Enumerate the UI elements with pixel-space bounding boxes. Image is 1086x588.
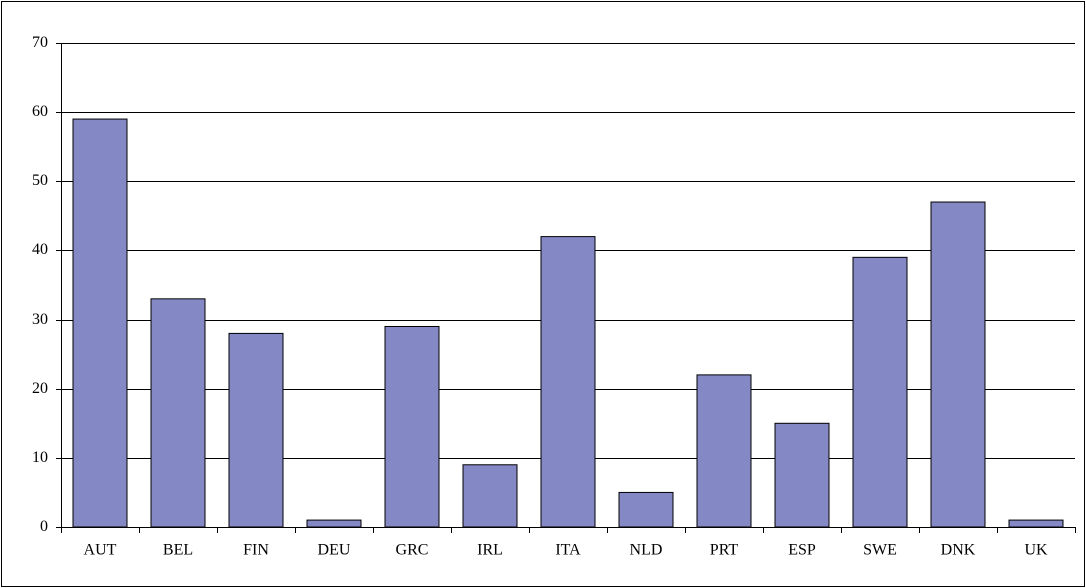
y-tick-label: 40 [32, 241, 48, 258]
x-tick-label: ITA [555, 542, 581, 559]
bar [618, 491, 674, 528]
bar [384, 325, 440, 528]
x-tick-label: FIN [243, 542, 269, 559]
x-tick-label: SWE [863, 542, 897, 559]
x-tick-label: DEU [318, 542, 351, 559]
x-tick-label: PRT [710, 542, 739, 559]
bar [930, 201, 986, 528]
x-tick-label: UK [1024, 542, 1048, 559]
bar [72, 118, 128, 528]
x-tick-label: BEL [163, 542, 193, 559]
bar [774, 422, 830, 528]
bar [696, 374, 752, 528]
x-tick-label: ESP [788, 542, 816, 559]
x-tick-label: IRL [477, 542, 503, 559]
y-tick-label: 30 [32, 311, 48, 328]
bar [540, 236, 596, 528]
y-tick-label: 70 [32, 34, 48, 51]
y-tick-label: 0 [40, 518, 48, 535]
x-tick-label: AUT [84, 542, 117, 559]
x-tick-label: DNK [941, 542, 976, 559]
x-tick-label: NLD [630, 542, 663, 559]
y-tick-label: 10 [32, 449, 48, 466]
x-tick-label: GRC [396, 542, 429, 559]
y-tick-label: 50 [32, 172, 48, 189]
y-tick-label: 20 [32, 380, 48, 397]
bar [462, 464, 518, 528]
bar [1008, 519, 1064, 528]
bar [852, 256, 908, 528]
y-tick-label: 60 [32, 103, 48, 120]
bar [150, 298, 206, 528]
bar [306, 519, 362, 528]
bar [228, 332, 284, 528]
